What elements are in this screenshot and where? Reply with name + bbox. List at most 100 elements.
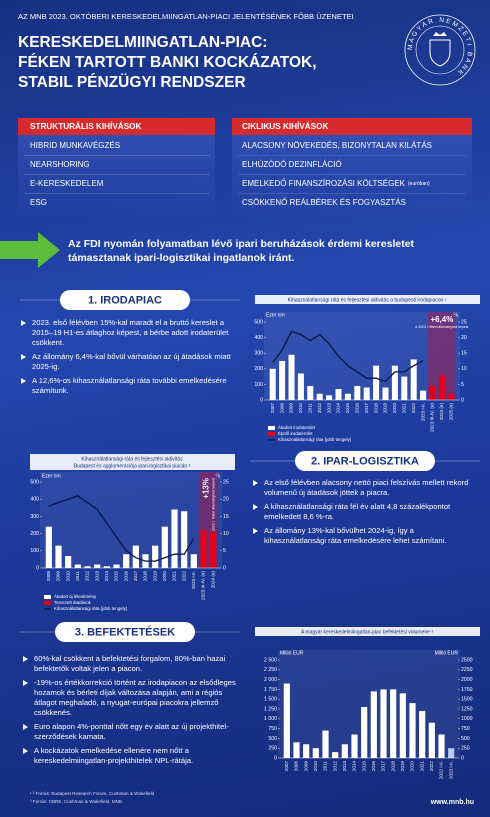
y-tick-label: 1 750 bbox=[264, 687, 277, 693]
x-tick-label: 2011 bbox=[323, 761, 328, 771]
x-tick-label: 2009 bbox=[303, 761, 308, 772]
x-tick-label: 2009 bbox=[289, 403, 294, 414]
chart: A magyar kereskedelmiingatlan-piac befek… bbox=[255, 627, 480, 779]
logo-text-path: MAGYAR NEMZETI BANK bbox=[406, 17, 470, 78]
bar bbox=[55, 545, 62, 568]
legend-label: Átadott irodaterület bbox=[278, 425, 316, 430]
legend-swatch bbox=[44, 601, 51, 605]
y2-tick-label: 2000 bbox=[461, 677, 473, 683]
bar bbox=[409, 703, 416, 758]
x-tick-label: 2018 bbox=[373, 403, 378, 414]
y-tick-label: 500 bbox=[268, 736, 277, 742]
panel-item: HIBRID MUNKAVÉGZÉS bbox=[30, 141, 120, 150]
bullets: 2023. első félévben 15%-kal maradt el a … bbox=[20, 318, 245, 400]
panel-item: ELHÚZÓDÓ DEZINFLÁCIÓ bbox=[242, 160, 342, 169]
panel-item: NEARSHORING bbox=[30, 160, 90, 169]
annotation: +13% bbox=[201, 478, 210, 499]
bullet: Euro alapon 4%-ponttal nőtt egy év alatt… bbox=[22, 722, 247, 742]
bar bbox=[341, 744, 348, 758]
x-tick-label: 2009 bbox=[56, 571, 61, 582]
y2-tick-label: 750 bbox=[461, 726, 470, 732]
x-tick-label: 2021 bbox=[419, 761, 424, 772]
line bbox=[48, 495, 195, 562]
kicker: AZ MNB 2023. OKTÓBERI KERESKEDELMIINGATL… bbox=[18, 12, 354, 21]
section-title: 1. IRODAPIAC bbox=[88, 294, 162, 306]
bar bbox=[448, 748, 455, 758]
source: ³ Forrás: CBRE, Cushman & Wakefield, MNB bbox=[30, 799, 122, 804]
y-tick-label: 2 000 bbox=[264, 677, 277, 683]
y-tick-label: 500 bbox=[30, 479, 39, 485]
legend-label: Kihasználatlansági ráta (jobb tengely) bbox=[54, 606, 128, 611]
x-tick-label: 2016 bbox=[355, 403, 360, 414]
bullet: Az állomány 13%-kal bővülhet 2024-ig, íg… bbox=[252, 526, 477, 546]
y-tick-label: 2 500 bbox=[264, 657, 277, 663]
bar bbox=[448, 393, 455, 400]
bar bbox=[279, 361, 286, 400]
x-tick-label: 2012 bbox=[317, 403, 322, 414]
bullet: Az állomány 6,4%-kal bővül várhatóan az … bbox=[20, 352, 245, 372]
y2-tick-label: 1500 bbox=[461, 697, 473, 703]
bar bbox=[152, 545, 159, 568]
y-tick-label: 100 bbox=[30, 548, 39, 554]
bar bbox=[399, 693, 406, 758]
chart-title-band bbox=[30, 454, 235, 470]
x-tick-label: 2015 bbox=[361, 761, 366, 772]
x-tick-label: 2023 III-IV. (e) bbox=[430, 403, 435, 432]
panel-item: E-KERESKEDELEM bbox=[30, 179, 104, 188]
bar bbox=[200, 530, 207, 568]
plot-area bbox=[40, 472, 222, 568]
bullets: 60%-kal csökkent a befektetési forgalom,… bbox=[22, 654, 247, 770]
x-tick-label: 2021 bbox=[402, 403, 407, 414]
x-tick-label: 2022 bbox=[429, 761, 434, 772]
legend-label: Átadott új létesítmény bbox=[54, 594, 97, 599]
bar bbox=[307, 385, 314, 400]
bar bbox=[123, 554, 130, 568]
x-tick-label: 2016 bbox=[371, 761, 376, 772]
source: ¹ ² Forrás: Budapest Research Forum, Cus… bbox=[30, 791, 155, 796]
y-tick-label: 0 bbox=[260, 397, 263, 403]
bar bbox=[361, 707, 368, 758]
x-tick-label: 2007 bbox=[284, 761, 289, 772]
panel-item: ESG bbox=[30, 198, 47, 207]
y-tick-label: 200 bbox=[30, 531, 39, 537]
x-tick-label: 2012 bbox=[332, 761, 337, 772]
x-tick-label: 2016 bbox=[123, 571, 128, 582]
x-tick-label: 2020 bbox=[392, 403, 397, 414]
y2-tick-label: 1750 bbox=[461, 687, 473, 693]
bar bbox=[65, 555, 72, 568]
x-tick-label: 2015 bbox=[345, 403, 350, 414]
bar bbox=[210, 531, 217, 568]
y2-tick-label: 2500 bbox=[461, 657, 473, 663]
y-tick-label: 200 bbox=[254, 366, 263, 372]
bar bbox=[288, 354, 295, 400]
panel-item: EMELKEDŐ FINANSZÍROZÁSI KÖLTSÉGEK (euróba… bbox=[242, 179, 430, 188]
bullet: A kihasználatlansági ráta fél év alatt 4… bbox=[252, 502, 477, 522]
y2-tick-label: 0 bbox=[461, 397, 464, 403]
bar bbox=[390, 689, 397, 758]
x-tick-label: 2011 bbox=[75, 571, 80, 581]
bar bbox=[293, 742, 300, 758]
y-tick-label: 750 bbox=[268, 726, 277, 732]
y-tick-label: 250 bbox=[268, 746, 277, 752]
section-title: 2. IPAR-LOGISZTIKA bbox=[311, 455, 419, 467]
bar bbox=[332, 752, 339, 758]
title-line: STABIL PÉNZÜGYI RENDSZER bbox=[18, 74, 246, 91]
bar bbox=[316, 393, 323, 400]
legend-label: Kihasználatlansági ráta (jobb tengely) bbox=[278, 437, 352, 442]
x-tick-label: 2014 bbox=[336, 403, 341, 414]
chart: Kihasználatlansági ráta és fejlesztési a… bbox=[30, 454, 235, 611]
x-tick-label: 2022 bbox=[411, 403, 416, 414]
bar bbox=[312, 748, 319, 758]
x-tick-label: 2023 I-II. bbox=[191, 571, 196, 589]
x-tick-label: 2020 bbox=[162, 571, 167, 582]
y-tick-label: 1 250 bbox=[264, 706, 277, 712]
y2-unit: Millió EUR bbox=[435, 650, 459, 656]
bar bbox=[181, 511, 188, 568]
x-tick-label: 2014 bbox=[104, 571, 109, 582]
bar bbox=[429, 385, 436, 400]
title-line: KERESKEDELMIINGATLAN-PIAC: bbox=[18, 34, 267, 51]
x-tick-label: 2013 bbox=[342, 761, 347, 772]
panel-item: ALACSONY NÖVEKEDÉS, BIZONYTALAN KILÁTÁS bbox=[242, 141, 432, 150]
y-tick-label: 1 500 bbox=[264, 697, 277, 703]
